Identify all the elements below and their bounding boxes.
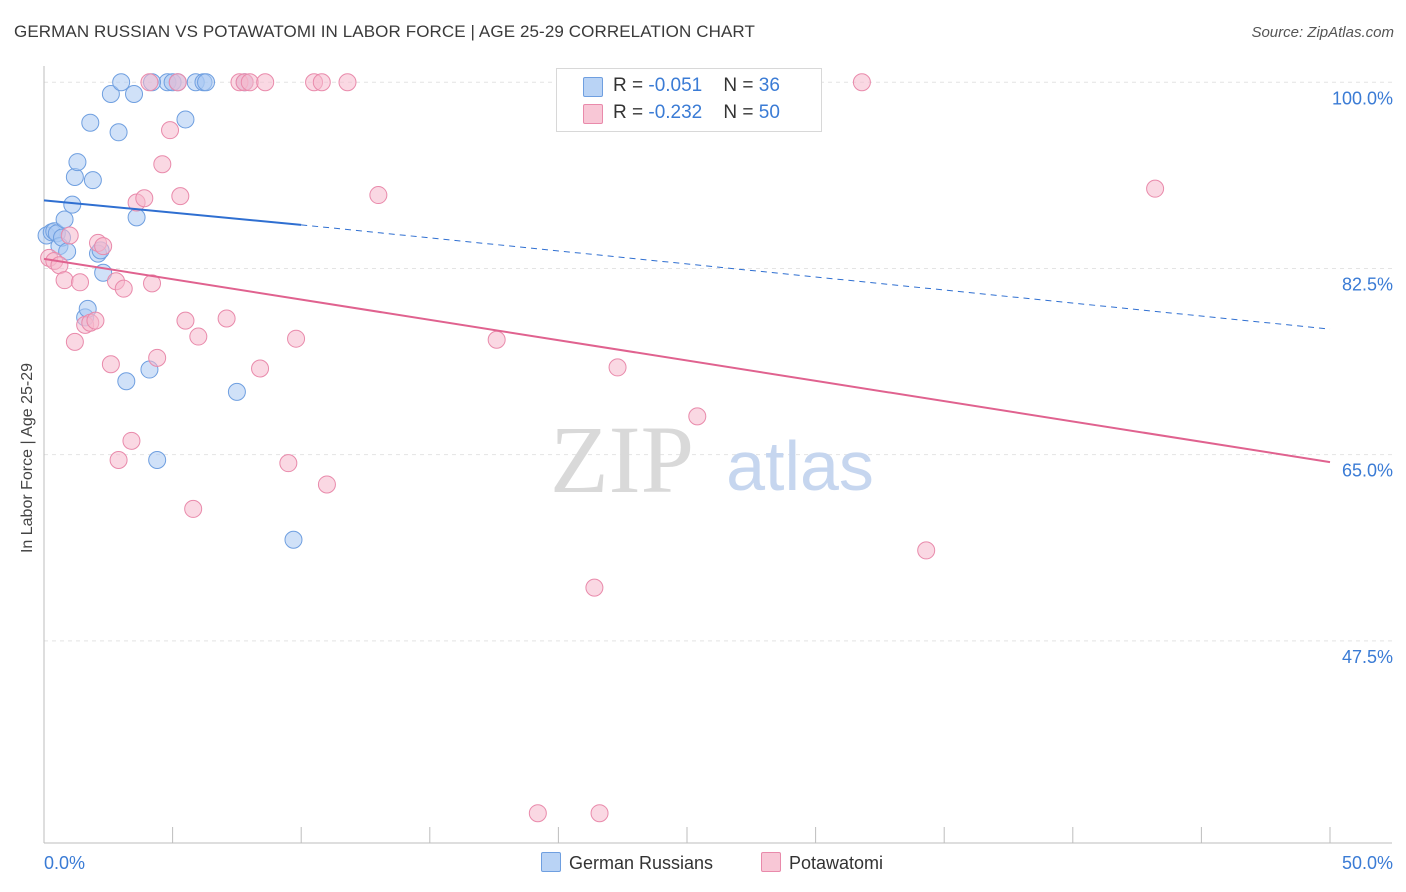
data-point [148,450,167,469]
data-point [143,274,162,293]
legend-n-label: N = [723,102,759,123]
data-point [176,110,195,129]
data-point [122,431,141,450]
bottom-legend-swatch-blue [541,852,561,872]
data-point [338,73,357,92]
legend-n-value: 36 [758,75,780,96]
x-tick-label: 50.0% [1342,853,1393,873]
data-point [184,499,203,518]
source-credit: Source: ZipAtlas.com [1251,24,1394,41]
data-point [284,530,303,549]
series-german-russians [37,73,303,549]
bottom-legend-swatch-pink [761,852,781,872]
data-point [81,113,100,132]
data-point [168,73,187,92]
legend-n-label: N = [723,75,759,96]
legend-r-label: R = [613,75,649,96]
data-point [585,578,604,597]
legend-r-value: -0.232 [648,102,703,123]
watermark-atlas: atlas [726,427,874,505]
x-tick-label: 0.0% [44,853,85,873]
trend-lines [43,199,1331,464]
tick-labels: 100.0% 82.5% 65.0% 47.5% 0.0% 50.0% [44,88,1393,873]
trend-line-german-russians-extrapolated [301,224,1331,330]
chart-title: GERMAN RUSSIAN VS POTAWATOMI IN LABOR FO… [14,22,755,41]
data-point [227,382,246,401]
data-point [487,330,506,349]
bottom-legend-german-russians[interactable]: German Russians [541,852,713,874]
data-point [279,454,298,473]
data-point [101,355,120,374]
data-point [109,123,128,142]
data-point [65,332,84,351]
data-point [101,84,120,103]
bottom-legend-label: German Russians [569,853,714,873]
data-point [528,804,547,823]
data-point [251,359,270,378]
data-point [171,187,190,206]
y-tick-label: 82.5% [1342,274,1393,294]
data-point [287,329,306,348]
data-point [312,73,331,92]
data-point [590,804,609,823]
data-point [125,84,144,103]
data-point [240,73,259,92]
zipatlas-watermark: ZIP atlas [550,406,874,513]
data-point [197,73,216,92]
legend-swatch-pink [583,104,603,124]
correlation-legend: R = -0.051 N = 36 R = -0.232 N = 50 [556,68,822,132]
data-point [55,210,74,229]
y-tick-label: 65.0% [1342,461,1393,481]
data-point [176,311,195,330]
data-point [109,450,128,469]
data-point [94,237,113,256]
legend-r-value: -0.051 [648,75,703,96]
y-tick-label: 47.5% [1342,647,1393,667]
bottom-legend-potawatomi[interactable]: Potawatomi [761,852,883,874]
data-point [135,189,154,208]
data-point [83,171,102,190]
trend-line-german-russians [43,199,302,226]
data-point [65,167,84,186]
data-point [917,541,936,560]
legend-n-value: 50 [758,102,780,123]
data-point [852,73,871,92]
series-potawatomi [40,73,1165,823]
data-point [114,279,133,298]
data-point [161,121,180,140]
data-point [317,475,336,494]
data-point [217,309,236,328]
data-point [688,407,707,426]
data-point [140,73,159,92]
watermark-zip: ZIP [550,406,694,513]
bottom-legend-label: Potawatomi [789,853,884,873]
data-point [117,372,136,391]
data-point [60,226,79,245]
axes [43,66,1392,844]
data-point [608,358,627,377]
data-point [256,73,275,92]
data-point [153,155,172,174]
gridlines [44,81,1392,642]
data-point [148,348,167,367]
data-point [68,153,87,172]
data-point [86,311,105,330]
data-point [112,73,131,92]
data-point [189,327,208,346]
data-point [55,271,74,290]
legend-r-label: R = [613,102,649,123]
data-point [369,186,388,205]
y-tick-label: 100.0% [1332,88,1393,108]
legend-swatch-blue [583,77,603,97]
y-axis-label: In Labor Force | Age 25-29 [19,362,36,554]
data-point [71,273,90,292]
trend-line-potawatomi [43,257,1331,464]
data-point [1146,179,1165,198]
